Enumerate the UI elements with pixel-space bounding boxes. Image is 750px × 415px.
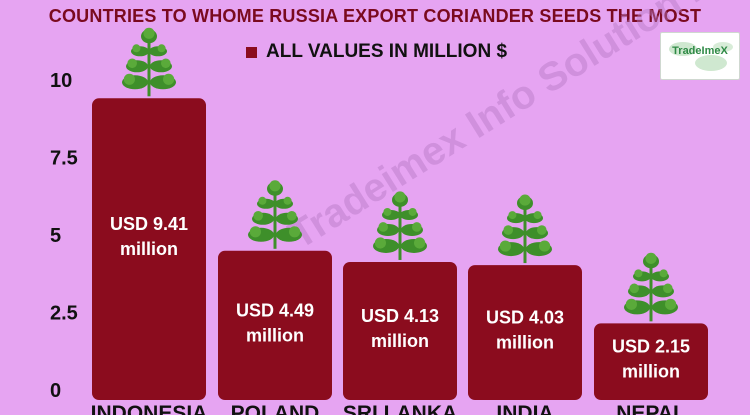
- world-map-icon: [669, 42, 733, 71]
- legend-label: ALL VALUES IN MILLION $: [266, 41, 508, 62]
- category-label: INDIA: [496, 402, 553, 415]
- category-label: SRI LANKA: [343, 402, 457, 415]
- category-label: POLAND: [231, 402, 320, 415]
- data-label: million: [622, 362, 680, 382]
- data-label: USD 4.49: [236, 300, 314, 320]
- data-label: million: [246, 325, 304, 345]
- tradeimex-logo: TradeImeX: [660, 32, 740, 80]
- bar: [343, 261, 457, 400]
- data-label: million: [496, 333, 554, 353]
- bar: [468, 265, 582, 400]
- coriander-plant-icon: [248, 180, 302, 249]
- chart-title: COUNTRIES TO WHOME RUSSIA EXPORT CORIAND…: [48, 6, 702, 26]
- coriander-plant-icon: [373, 191, 427, 260]
- category-label: INDONESIA: [91, 402, 208, 415]
- y-tick-label: 10: [50, 70, 72, 92]
- data-label: USD 2.15: [612, 337, 690, 357]
- coriander-plant-icon: [624, 252, 678, 322]
- category-label: NEPAL: [616, 402, 686, 415]
- legend-swatch: [246, 46, 257, 58]
- y-tick-label: 7.5: [50, 148, 78, 170]
- data-label: USD 4.03: [486, 308, 564, 328]
- bar: [218, 250, 332, 400]
- coriander-plant-icon: [122, 27, 176, 97]
- y-tick-label: 0: [50, 380, 61, 402]
- data-label: million: [120, 239, 178, 259]
- logo-text: TradeImeX: [672, 45, 728, 57]
- coriander-plant-icon: [498, 194, 552, 264]
- legend: ALL VALUES IN MILLION $: [246, 41, 507, 63]
- data-label: USD 4.13: [361, 306, 439, 326]
- data-label: million: [371, 331, 429, 351]
- y-tick-label: 2.5: [50, 303, 78, 325]
- bar: [594, 323, 708, 400]
- y-tick-label: 5: [50, 225, 61, 247]
- data-label: USD 9.41: [110, 214, 188, 234]
- bar: [92, 98, 206, 400]
